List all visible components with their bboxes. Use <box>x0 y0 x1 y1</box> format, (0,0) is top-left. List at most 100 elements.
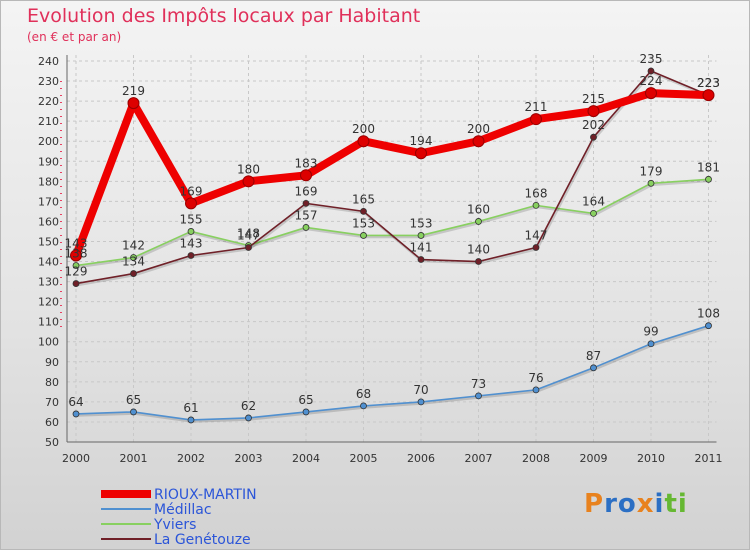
data-point <box>532 244 540 251</box>
y-tick-label: 140 <box>38 256 59 269</box>
logo-letter: t <box>664 489 678 519</box>
data-label: 235 <box>640 52 663 66</box>
data-label: 223 <box>697 76 720 90</box>
data-label: 215 <box>582 92 605 106</box>
data-point <box>360 207 367 215</box>
data-label: 211 <box>525 100 548 114</box>
y-tick-label: 120 <box>38 296 59 309</box>
data-point <box>705 322 712 330</box>
data-label: 142 <box>122 239 145 253</box>
x-tick-label: 2006 <box>407 452 435 465</box>
data-label: 202 <box>582 118 605 132</box>
data-point <box>475 218 482 225</box>
data-label: 141 <box>410 241 433 255</box>
data-label: 108 <box>697 307 720 321</box>
data-point <box>647 67 655 75</box>
series-shadow <box>76 325 710 423</box>
data-point <box>72 262 80 269</box>
data-point <box>475 392 482 400</box>
y-tick-label: 50 <box>45 436 59 449</box>
data-point <box>590 364 597 372</box>
chart-title: Evolution des Impôts locaux par Habitant <box>27 5 421 27</box>
data-point <box>645 87 657 100</box>
data-point <box>647 179 655 187</box>
y-tick-label: 100 <box>38 336 59 349</box>
data-label: 68 <box>356 387 371 401</box>
data-label: 224 <box>640 74 663 88</box>
data-label: 70 <box>413 383 428 397</box>
x-tick-label: 2005 <box>350 452 378 465</box>
data-point <box>532 386 540 394</box>
data-point <box>130 408 137 416</box>
y-tick-label: 60 <box>45 416 59 429</box>
series-line-la-gen-touze <box>75 70 709 285</box>
data-label: 155 <box>180 212 203 226</box>
series-line-yviers <box>75 178 709 267</box>
y-tick-label: 160 <box>38 215 59 228</box>
data-point <box>587 105 600 118</box>
data-label: 65 <box>298 393 313 407</box>
data-label: 134 <box>122 255 145 269</box>
logo-letter: r <box>604 489 618 519</box>
data-point <box>360 232 367 239</box>
chart-subtitle: (en € et par an) <box>27 30 122 44</box>
data-point <box>590 209 597 217</box>
data-point <box>300 169 312 182</box>
x-tick-label: 2000 <box>62 452 90 465</box>
data-point <box>530 113 542 126</box>
data-label: 76 <box>528 371 543 385</box>
data-point <box>130 254 137 261</box>
legend-label: Médillac <box>154 502 212 518</box>
y-tick-label: 150 <box>38 235 59 248</box>
x-tick-label: 2008 <box>522 452 550 465</box>
data-point <box>472 135 485 148</box>
data-point <box>187 252 195 259</box>
data-label: 61 <box>183 401 198 415</box>
y-tick-label: 240 <box>38 55 59 68</box>
data-point <box>72 280 80 287</box>
x-tick-label: 2004 <box>292 452 320 465</box>
logo-letter: x <box>636 489 655 519</box>
data-point <box>417 398 425 406</box>
data-point <box>187 416 195 424</box>
data-label: 183 <box>295 156 318 170</box>
logo-letter: P <box>584 489 605 519</box>
data-point <box>360 402 367 410</box>
data-label: 140 <box>467 243 490 257</box>
x-tick-label: 2003 <box>235 452 263 465</box>
series-shadow <box>76 179 710 269</box>
data-label: 194 <box>410 134 433 148</box>
data-label: 181 <box>697 160 720 174</box>
legend-label: Yviers <box>153 517 196 533</box>
data-label: 65 <box>126 393 141 407</box>
legend-label: La Genétouze <box>154 532 251 548</box>
x-tick-label: 2011 <box>695 452 723 465</box>
logo-letter: i <box>677 489 688 519</box>
data-label: 143 <box>180 237 203 251</box>
data-point <box>302 224 310 231</box>
data-point <box>302 199 310 207</box>
data-label: 200 <box>467 122 490 136</box>
data-point <box>130 270 137 277</box>
data-label: 138 <box>65 247 88 261</box>
data-point <box>590 133 597 141</box>
data-label: 200 <box>352 122 375 136</box>
data-point <box>127 97 140 110</box>
x-tick-label: 2007 <box>465 452 493 465</box>
data-point <box>242 175 255 188</box>
data-label: 99 <box>643 325 658 339</box>
data-point <box>70 249 82 262</box>
data-label: 180 <box>237 162 260 176</box>
data-point <box>245 414 252 422</box>
data-label: 165 <box>352 192 375 206</box>
data-label: 73 <box>471 377 486 391</box>
data-label: 153 <box>352 216 375 230</box>
data-label: 129 <box>65 265 88 279</box>
data-point <box>647 340 655 348</box>
x-tick-label: 2002 <box>177 452 205 465</box>
data-point <box>245 244 252 251</box>
y-tick-label: 210 <box>38 115 59 128</box>
data-label: 164 <box>582 194 605 208</box>
